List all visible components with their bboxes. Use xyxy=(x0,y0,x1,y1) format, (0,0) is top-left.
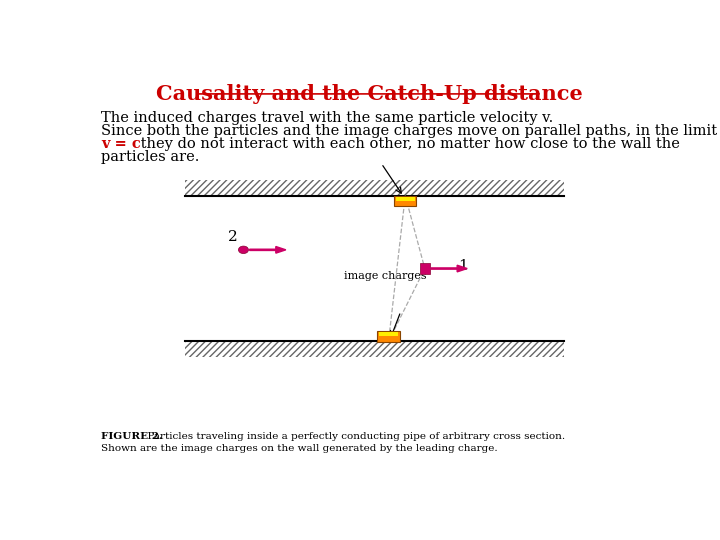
Bar xyxy=(377,331,400,341)
Text: FIGURE 2.: FIGURE 2. xyxy=(101,431,163,441)
Text: Shown are the image charges on the wall generated by the leading charge.: Shown are the image charges on the wall … xyxy=(101,444,498,453)
Text: image charges: image charges xyxy=(344,271,426,281)
Text: particles are.: particles are. xyxy=(101,151,199,165)
Text: they do not interact with each other, no matter how close to the wall the: they do not interact with each other, no… xyxy=(136,137,680,151)
Text: The induced charges travel with the same particle velocity v.: The induced charges travel with the same… xyxy=(101,111,554,125)
Bar xyxy=(420,263,430,274)
Bar xyxy=(394,195,416,206)
Text: Causality and the Catch-Up distance: Causality and the Catch-Up distance xyxy=(156,84,582,104)
Bar xyxy=(396,197,415,201)
Text: Particles traveling inside a perfectly conducting pipe of arbitrary cross sectio: Particles traveling inside a perfectly c… xyxy=(141,431,565,441)
Text: 2: 2 xyxy=(228,231,238,245)
Circle shape xyxy=(238,246,248,254)
Text: v = c: v = c xyxy=(101,137,141,151)
Bar xyxy=(185,180,564,196)
FancyArrow shape xyxy=(250,246,286,253)
Bar xyxy=(379,332,398,336)
FancyArrow shape xyxy=(431,265,467,272)
Text: Since both the particles and the image charges move on parallel paths, in the li: Since both the particles and the image c… xyxy=(101,124,717,138)
Text: 1: 1 xyxy=(458,259,468,273)
Bar xyxy=(185,341,564,357)
